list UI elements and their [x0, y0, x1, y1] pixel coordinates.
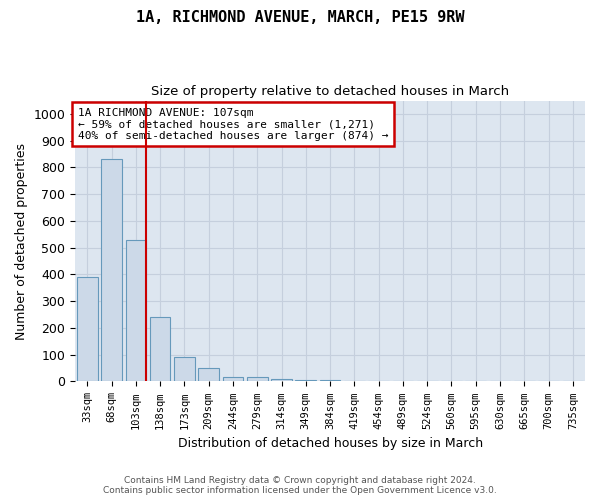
Bar [174, 356, 195, 382]
Bar [223, 376, 243, 382]
Bar [247, 377, 268, 382]
Bar [320, 380, 340, 382]
Bar [295, 380, 316, 382]
Bar [199, 368, 219, 382]
Text: Contains HM Land Registry data © Crown copyright and database right 2024.
Contai: Contains HM Land Registry data © Crown c… [103, 476, 497, 495]
Bar [150, 317, 170, 382]
Text: 1A, RICHMOND AVENUE, MARCH, PE15 9RW: 1A, RICHMOND AVENUE, MARCH, PE15 9RW [136, 10, 464, 25]
Text: 1A RICHMOND AVENUE: 107sqm
← 59% of detached houses are smaller (1,271)
40% of s: 1A RICHMOND AVENUE: 107sqm ← 59% of deta… [78, 108, 388, 141]
Bar [77, 277, 98, 382]
Bar [271, 379, 292, 382]
Y-axis label: Number of detached properties: Number of detached properties [15, 142, 28, 340]
Title: Size of property relative to detached houses in March: Size of property relative to detached ho… [151, 85, 509, 98]
Bar [101, 160, 122, 382]
Bar [125, 240, 146, 382]
X-axis label: Distribution of detached houses by size in March: Distribution of detached houses by size … [178, 437, 482, 450]
